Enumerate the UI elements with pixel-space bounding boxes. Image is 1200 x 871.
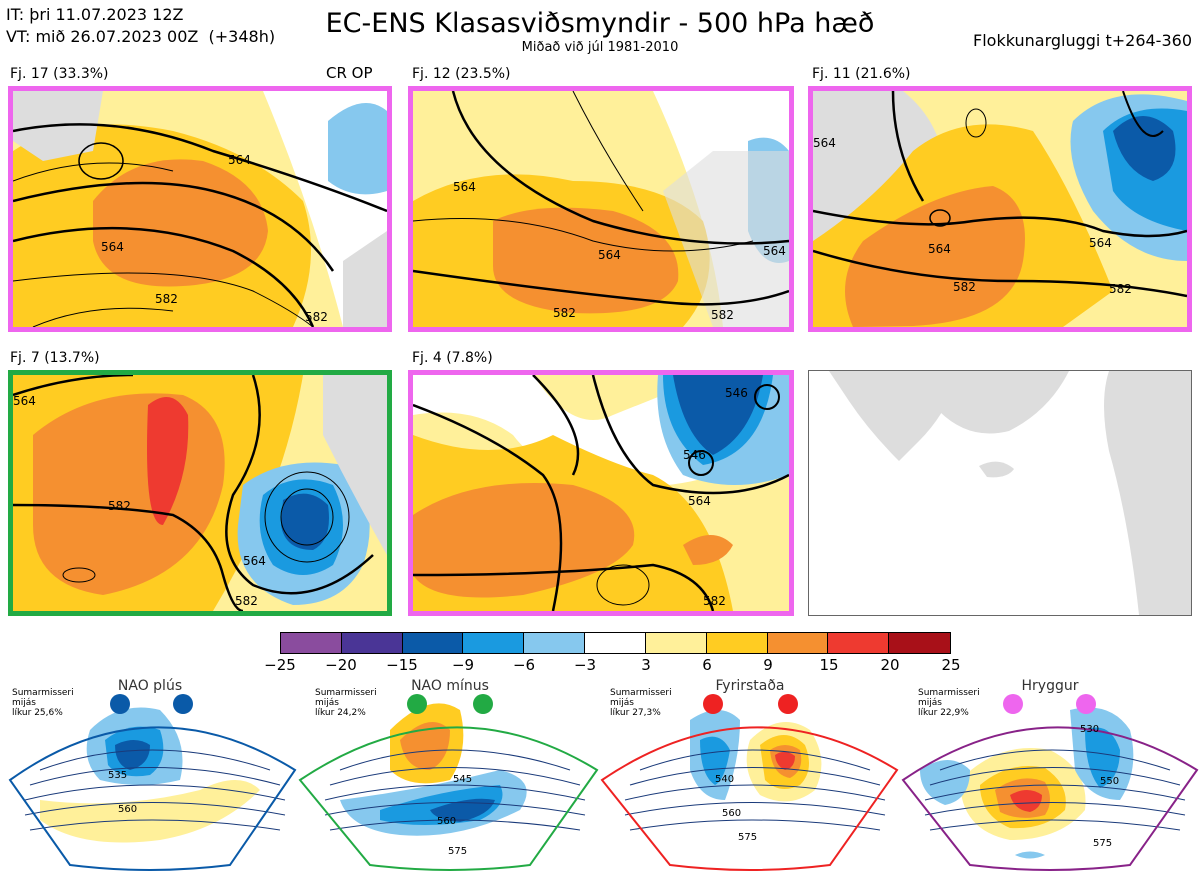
- contour-label: 582: [235, 594, 258, 608]
- colorbar-tick-label: −15: [386, 656, 418, 674]
- colorbar-segment: [463, 633, 525, 653]
- colorbar-segment: [706, 633, 768, 653]
- contour-label: 564: [13, 394, 36, 408]
- colorbar-segment: [341, 633, 403, 653]
- header-times: IT: þri 11.07.2023 12Z VT: mið 26.07.202…: [6, 4, 275, 48]
- panel-1-label: Fj. 17 (33.3%): [10, 66, 109, 82]
- colorbar-tick-label: −20: [325, 656, 357, 674]
- regime-map-nao-plus: 535 560: [8, 694, 297, 871]
- contour-label: 564: [101, 240, 124, 254]
- colorbar-segment: [767, 633, 829, 653]
- valid-time: VT: mið 26.07.2023 00Z (+348h): [6, 27, 276, 46]
- colorbar-segment: [645, 633, 707, 653]
- colorbar-tick-label: −6: [512, 656, 536, 674]
- cluster-map-2: 564 564 582 582 564: [408, 86, 794, 332]
- page-title: EC-ENS Klasasviðsmyndir - 500 hPa hæð: [325, 8, 875, 39]
- colorbar-tick-label: −3: [573, 656, 597, 674]
- regime-contour-label: 560: [437, 816, 456, 827]
- colorbar-tick-label: −25: [264, 656, 296, 674]
- cluster-map-1: 564 564 582 582: [8, 86, 392, 332]
- regime-contour-label: 540: [715, 774, 734, 785]
- contour-label: 564: [813, 136, 836, 150]
- panel-2-label: Fj. 12 (23.5%): [412, 66, 511, 82]
- regime-contour-label: 535: [108, 770, 127, 781]
- regime-dot: [1076, 694, 1096, 714]
- contour-label: 582: [953, 280, 976, 294]
- regime-2-info: Sumarmisseri mijás líkur 24,2%: [315, 688, 377, 718]
- colorbar: [280, 632, 951, 654]
- contour-label: 564: [453, 180, 476, 194]
- panel-3-label: Fj. 11 (21.6%): [812, 66, 911, 82]
- regime-contour-label: 560: [118, 804, 137, 815]
- colorbar-tick-label: 3: [641, 656, 651, 674]
- colorbar-tick-label: 9: [763, 656, 773, 674]
- panel-4-label: Fj. 7 (13.7%): [10, 350, 100, 366]
- contour-label: 564: [228, 153, 251, 167]
- cluster-map-4: 564 582 564 582: [8, 370, 392, 616]
- regime-dot: [473, 694, 493, 714]
- colorbar-tick-label: −9: [451, 656, 475, 674]
- regime-maps: 535 560 545 560 575: [8, 694, 1199, 871]
- base-map: [808, 370, 1192, 616]
- regime-4-name: Hryggur: [1021, 678, 1079, 694]
- colorbar-segment: [828, 633, 890, 653]
- colorbar-segment: [281, 633, 342, 653]
- regime-3-info: Sumarmisseri mijás líkur 27,3%: [610, 688, 672, 718]
- colorbar-segment: [524, 633, 586, 653]
- contour-label: 582: [155, 292, 178, 306]
- contour-label: 564: [928, 242, 951, 256]
- regime-map-ridge: 530 550 575: [901, 694, 1199, 871]
- regime-2-name: NAO mínus: [411, 678, 489, 694]
- init-time: IT: þri 11.07.2023 12Z: [6, 5, 184, 24]
- page-subtitle: Miðað við júl 1981-2010: [521, 40, 679, 55]
- colorbar-segment: [889, 633, 950, 653]
- contour-label: 564: [688, 494, 711, 508]
- contour-label: 546: [683, 448, 706, 462]
- regime-1-info: Sumarmisseri mijás líkur 25,6%: [12, 688, 74, 718]
- regime-dot: [173, 694, 193, 714]
- colorbar-tick-label: 20: [880, 656, 900, 674]
- cluster-map-5: 546 546 564 582: [408, 370, 794, 616]
- contour-label: 546: [725, 386, 748, 400]
- regime-contour-label: 575: [1093, 838, 1112, 849]
- regime-dot: [703, 694, 723, 714]
- classification-window: Flokkunargluggi t+264-360: [973, 31, 1192, 50]
- contour-label: 582: [711, 308, 734, 322]
- contour-label: 582: [553, 306, 576, 320]
- regime-dot: [110, 694, 130, 714]
- contour-label: 564: [1089, 236, 1112, 250]
- regime-dot: [407, 694, 427, 714]
- cluster-map-3: 564 564 582 582 564: [808, 86, 1192, 332]
- contour-label: 582: [703, 594, 726, 608]
- colorbar-segment: [402, 633, 464, 653]
- colorbar-tick-label: 15: [819, 656, 839, 674]
- regime-1-name: NAO plús: [117, 678, 183, 694]
- contour-label: 564: [598, 248, 621, 262]
- contour-label: 582: [305, 310, 328, 324]
- regime-3-name: Fyrirstaða: [715, 678, 785, 694]
- regime-contour-label: 560: [722, 808, 741, 819]
- regime-contour-label: 550: [1100, 776, 1119, 787]
- contour-label: 564: [243, 554, 266, 568]
- contour-label: 582: [1109, 282, 1132, 296]
- regime-map-blocking: 540 560 575: [600, 694, 899, 871]
- panel-5-label: Fj. 4 (7.8%): [412, 350, 493, 366]
- regime-4-info: Sumarmisseri mijás líkur 22,9%: [918, 688, 980, 718]
- contour-label: 564: [763, 244, 786, 258]
- crop-label: CR OP: [326, 64, 373, 82]
- colorbar-tick-label: 25: [941, 656, 961, 674]
- contour-label: 582: [108, 499, 131, 513]
- regime-contour-label: 530: [1080, 724, 1099, 735]
- regime-contour-label: 545: [453, 774, 472, 785]
- regime-map-nao-minus: 545 560 575: [298, 694, 599, 871]
- regime-contour-label: 575: [738, 832, 757, 843]
- colorbar-segment: [585, 633, 646, 653]
- regime-dot: [778, 694, 798, 714]
- regime-contour-label: 575: [448, 846, 467, 857]
- regime-dot: [1003, 694, 1023, 714]
- colorbar-tick-label: 6: [702, 656, 712, 674]
